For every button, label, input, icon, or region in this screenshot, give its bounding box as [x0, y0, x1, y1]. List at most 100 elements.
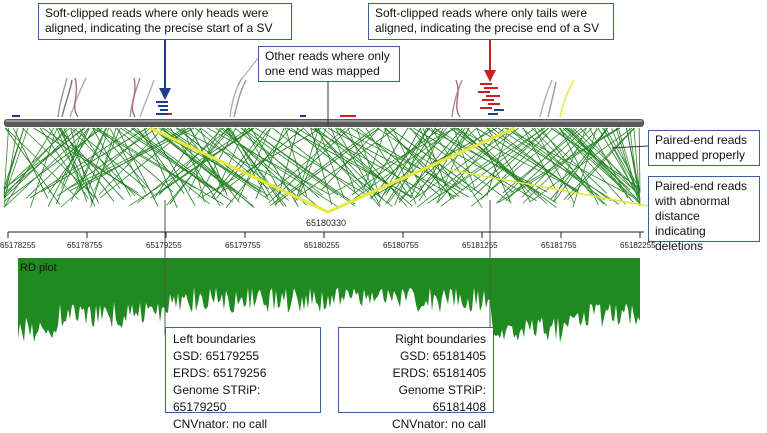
paired-read	[98, 127, 164, 195]
paired-read	[22, 127, 98, 200]
paired-read	[3, 127, 78, 199]
paired-read	[384, 127, 460, 198]
left-gsd: GSD: 65179255	[173, 349, 260, 363]
paired-read	[351, 127, 442, 196]
paired-read	[540, 127, 592, 196]
paired-read	[115, 127, 210, 205]
paired-read	[313, 127, 385, 201]
callout-tails-line2: aligned, indicating the precise end of a…	[375, 21, 600, 35]
callout-paired-proper: Paired-end reads mapped properly	[648, 130, 760, 166]
paired-read	[418, 127, 470, 201]
paired-read	[5, 127, 79, 200]
paired-read	[497, 127, 620, 205]
left-erds: ERDS: 65179256	[173, 366, 267, 380]
paired-read	[296, 127, 413, 199]
paired-read	[57, 127, 125, 200]
paired-read	[550, 127, 641, 189]
paired-read	[120, 127, 234, 203]
right-genome-strip: Genome STRiP: 65181408	[398, 383, 486, 414]
left-cnvnator: CNVnator: no call	[173, 417, 268, 431]
paired-read	[3, 127, 86, 189]
paired-read	[339, 127, 407, 207]
paired-read	[550, 127, 608, 200]
callout-abnormal-line2: with abnormal	[655, 194, 730, 208]
paired-read	[149, 127, 196, 206]
paired-read	[116, 127, 159, 207]
paired-read	[440, 127, 544, 207]
callout-one-end-line2: one end was mapped	[265, 64, 380, 78]
paired-read	[79, 127, 121, 190]
paired-read	[370, 127, 498, 198]
paired-read	[29, 127, 135, 199]
paired-read	[408, 127, 512, 203]
paired-read	[457, 127, 526, 189]
paired-read	[302, 127, 364, 191]
boundary-lines	[164, 200, 491, 335]
paired-read	[522, 127, 556, 190]
paired-read	[215, 127, 338, 208]
axis-tick-label: 65181755	[541, 241, 577, 250]
paired-read	[509, 127, 612, 202]
paired-read	[70, 127, 107, 202]
paired-read	[229, 127, 276, 205]
paired-read	[321, 127, 380, 191]
axis-tick-label: 65179255	[146, 241, 182, 250]
paired-read	[615, 127, 641, 207]
paired-read	[284, 127, 308, 197]
paired-read	[310, 127, 333, 205]
paired-read	[70, 127, 93, 204]
right-cnvnator: CNVnator: no call	[391, 417, 486, 431]
paired-read	[225, 127, 291, 208]
paired-read	[97, 127, 174, 193]
paired-read	[617, 127, 640, 199]
paired-read	[327, 127, 457, 198]
paired-read	[216, 127, 271, 199]
soft-clipped-heads	[12, 101, 504, 117]
paired-read	[159, 127, 223, 195]
paired-read	[136, 127, 185, 195]
callout-one-end-mapped: Other reads where only one end was mappe…	[258, 46, 400, 82]
paired-read	[392, 127, 427, 198]
axis-tick-label: 65182255	[620, 241, 656, 250]
callout-proper-line1: Paired-end reads	[655, 133, 748, 147]
paired-read	[455, 127, 578, 191]
paired-read	[48, 127, 95, 199]
axis-tick-label: 65178255	[0, 241, 36, 250]
paired-read	[389, 127, 483, 196]
axis-tick-label: 65180255	[304, 241, 340, 250]
paired-read	[92, 127, 131, 197]
axis-tick-label: 65181255	[462, 241, 498, 250]
axis-tick-label: 65179755	[225, 241, 261, 250]
paired-end-reads-proper	[3, 127, 641, 209]
rd-plot-label: RD plot	[20, 262, 57, 274]
reference-bar	[4, 119, 644, 127]
paired-read	[56, 127, 157, 197]
paired-read	[416, 127, 519, 208]
paired-read	[293, 127, 397, 200]
paired-read	[426, 127, 546, 204]
paired-read	[570, 127, 641, 204]
paired-read	[384, 127, 417, 205]
paired-read	[220, 127, 318, 207]
paired-read	[97, 127, 155, 195]
callout-abnormal-line3: distance indicating	[655, 209, 706, 238]
rd-plot-area	[18, 258, 640, 343]
right-erds: ERDS: 65181405	[392, 366, 486, 380]
paired-read	[247, 127, 356, 207]
paired-read	[255, 127, 368, 196]
paired-read	[449, 127, 557, 208]
paired-read	[133, 127, 223, 195]
paired-read	[376, 127, 470, 191]
paired-read	[522, 127, 600, 204]
callout-one-end-line1: Other reads where only	[265, 49, 390, 63]
paired-read	[469, 127, 549, 193]
paired-read	[241, 127, 339, 196]
paired-read	[30, 127, 58, 208]
paired-read	[394, 127, 427, 206]
paired-read	[189, 127, 228, 195]
callout-paired-abnormal: Paired-end reads with abnormal distance …	[648, 176, 760, 253]
paired-read	[454, 127, 540, 194]
paired-read	[124, 127, 217, 191]
callout-proper-line2: mapped properly	[655, 148, 746, 162]
paired-read	[165, 127, 232, 206]
